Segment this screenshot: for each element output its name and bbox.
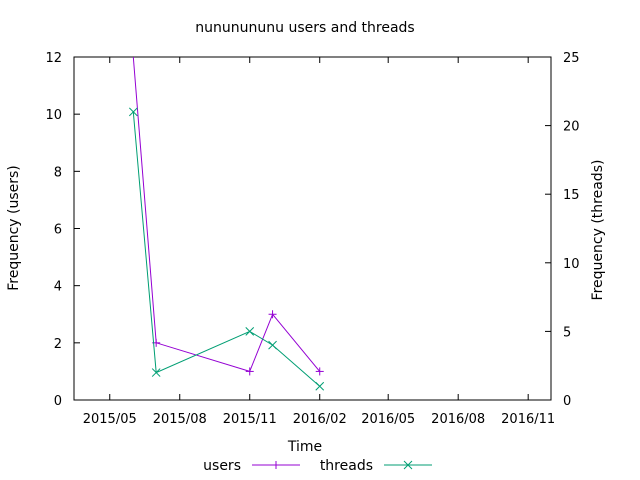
right-tick-label: 15 — [563, 188, 580, 203]
right-tick-label: 20 — [563, 120, 580, 135]
x-tick-label: 2016/05 — [361, 412, 415, 427]
right-tick-label: 10 — [563, 257, 580, 272]
left-y-axis: 0 2 4 6 8 10 12 — [45, 51, 80, 409]
x-tick-label: 2015/08 — [153, 412, 207, 427]
series-line-users — [132, 56, 321, 373]
x-tick-label: 2016/02 — [293, 412, 347, 427]
right-y-axis: 0 5 10 15 20 25 — [545, 51, 580, 409]
data-point-threads — [245, 327, 255, 336]
legend: users threads — [203, 458, 432, 474]
left-tick-label: 0 — [54, 394, 62, 409]
legend-label-users: users — [203, 458, 241, 474]
right-tick-label: 5 — [563, 325, 571, 340]
left-tick-label: 8 — [54, 165, 62, 180]
left-tick-label: 2 — [54, 337, 62, 352]
x-tick-label: 2015/11 — [223, 412, 277, 427]
x-tick-label: 2016/11 — [501, 412, 555, 427]
legend-label-threads: threads — [320, 458, 373, 474]
legend-marker-threads — [403, 460, 413, 470]
series-users — [132, 56, 324, 376]
right-tick-label: 25 — [563, 51, 580, 66]
x-tick-label: 2015/05 — [83, 412, 137, 427]
x-axis-label: Time — [287, 439, 322, 455]
left-y-axis-label: Frequency (users) — [6, 165, 22, 291]
data-point-threads — [128, 107, 138, 117]
x-axis: 2015/05 2015/08 2015/11 2016/02 2016/05 2016/… — [83, 57, 555, 427]
series-line-threads — [132, 111, 321, 387]
left-tick-label: 4 — [54, 280, 62, 295]
series-layer — [128, 56, 325, 391]
plot-area-border — [73, 56, 552, 401]
chart-title: nununununu users and threads — [195, 20, 414, 36]
data-point-threads — [315, 381, 325, 391]
right-tick-label: 0 — [563, 394, 571, 409]
series-threads — [128, 107, 325, 391]
left-tick-label: 6 — [54, 223, 62, 238]
data-point-threads — [268, 340, 277, 350]
data-point-threads — [151, 368, 161, 377]
right-y-axis-label: Frequency (threads) — [590, 160, 606, 301]
left-tick-label: 12 — [45, 51, 62, 66]
left-tick-label: 10 — [45, 108, 62, 123]
x-tick-label: 2016/08 — [431, 412, 485, 427]
